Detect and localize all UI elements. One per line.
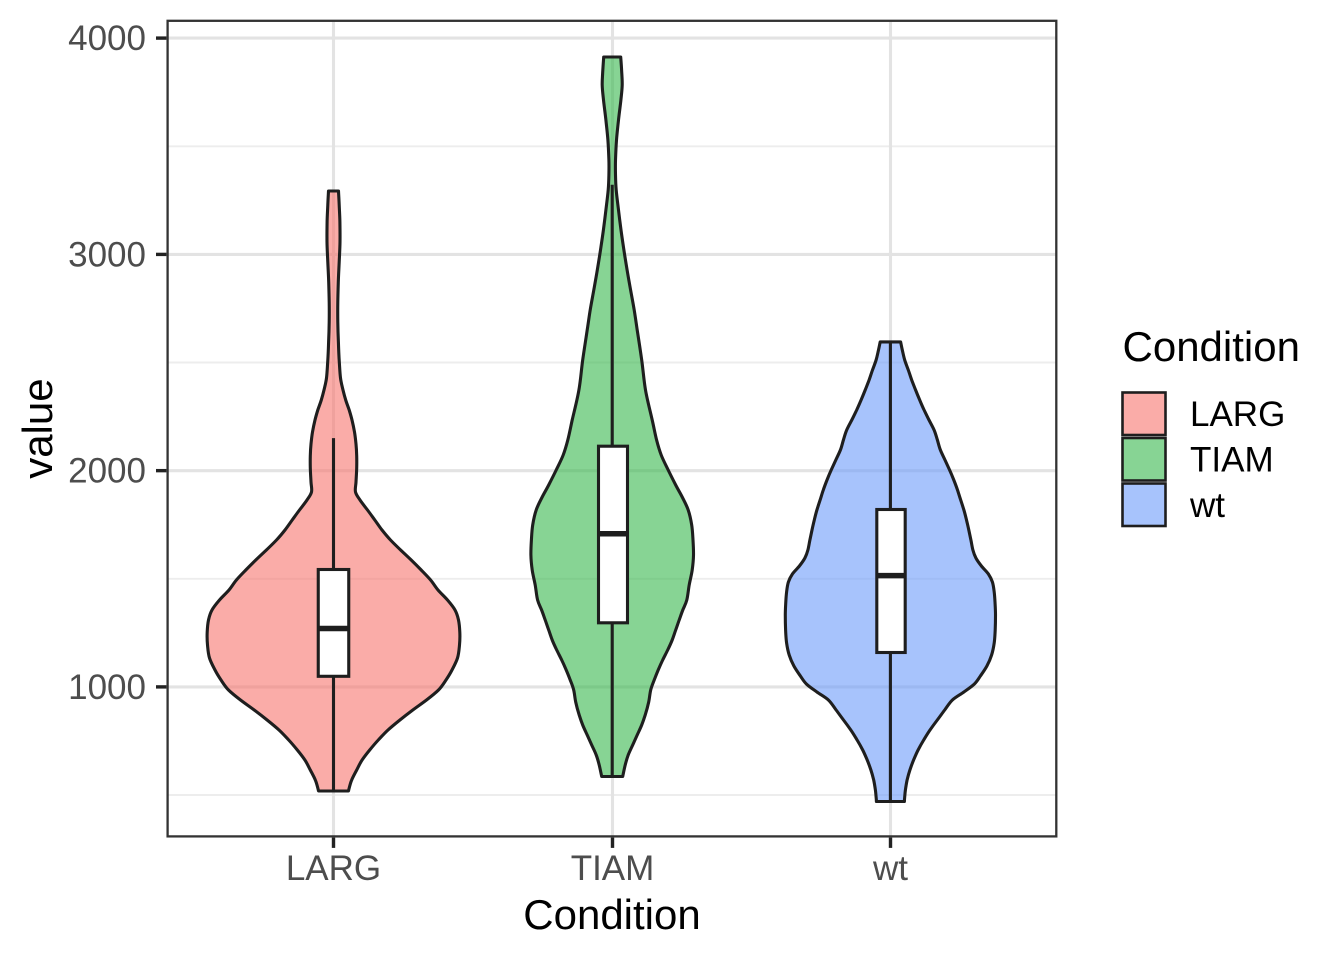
svg-text:wt: wt bbox=[872, 849, 908, 888]
svg-text:2000: 2000 bbox=[68, 452, 146, 491]
svg-text:3000: 3000 bbox=[68, 235, 146, 274]
svg-text:Condition: Condition bbox=[523, 891, 700, 938]
svg-text:Condition: Condition bbox=[1123, 323, 1300, 370]
svg-text:TIAM: TIAM bbox=[1190, 441, 1274, 480]
svg-text:4000: 4000 bbox=[68, 19, 146, 58]
svg-text:wt: wt bbox=[1189, 486, 1225, 525]
svg-text:value: value bbox=[14, 378, 61, 478]
svg-text:TIAM: TIAM bbox=[571, 849, 655, 888]
svg-text:1000: 1000 bbox=[68, 668, 146, 707]
svg-text:LARG: LARG bbox=[1190, 395, 1285, 434]
svg-text:LARG: LARG bbox=[286, 849, 381, 888]
